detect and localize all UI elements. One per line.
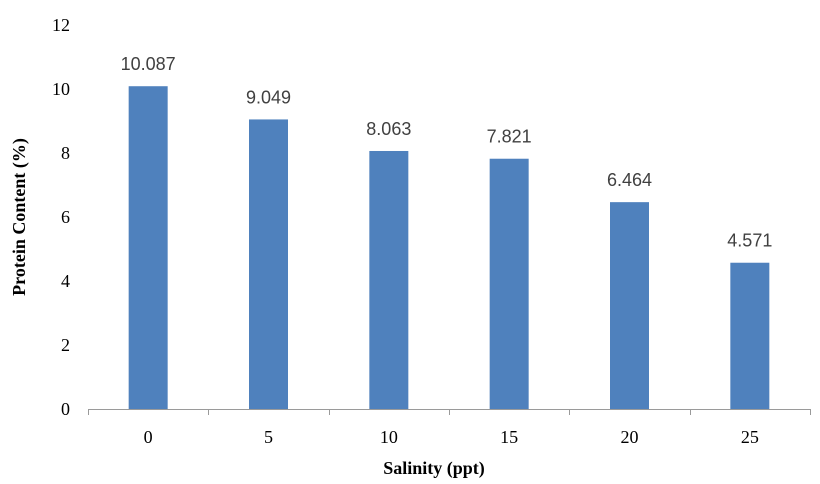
x-tick-label: 15 [500,427,518,447]
y-axis-title: Protein Content (%) [9,138,30,296]
bar [489,158,529,409]
x-axis-tick-marks [88,409,811,415]
bar [730,262,770,409]
data-label: 10.087 [121,54,176,74]
y-tick-label: 10 [52,79,70,99]
data-label: 9.049 [246,87,291,107]
bar [369,150,409,409]
x-tick-label: 25 [741,427,759,447]
x-tick-label: 20 [621,427,639,447]
data-label: 8.063 [366,119,411,139]
y-tick-label: 4 [61,271,70,291]
data-label: 7.821 [487,127,532,147]
y-axis-ticks: 0 2 4 6 8 10 12 [52,15,70,419]
y-tick-label: 6 [61,207,70,227]
x-tick-label: 0 [144,427,153,447]
x-axis-ticks: 0 5 10 15 20 25 [144,427,759,447]
bar [249,119,288,409]
x-tick-label: 5 [264,427,273,447]
data-labels: 10.087 9.049 8.063 7.821 6.464 4.571 [121,54,773,251]
bars [128,86,770,409]
y-tick-label: 0 [61,399,70,419]
y-tick-label: 12 [52,15,70,35]
x-axis-title: Salinity (ppt) [383,458,485,479]
bar [128,86,168,409]
y-tick-label: 2 [61,335,70,355]
y-tick-label: 8 [61,143,70,163]
x-tick-label: 10 [380,427,398,447]
data-label: 6.464 [607,170,652,190]
data-label: 4.571 [727,231,772,251]
bar [610,202,649,409]
